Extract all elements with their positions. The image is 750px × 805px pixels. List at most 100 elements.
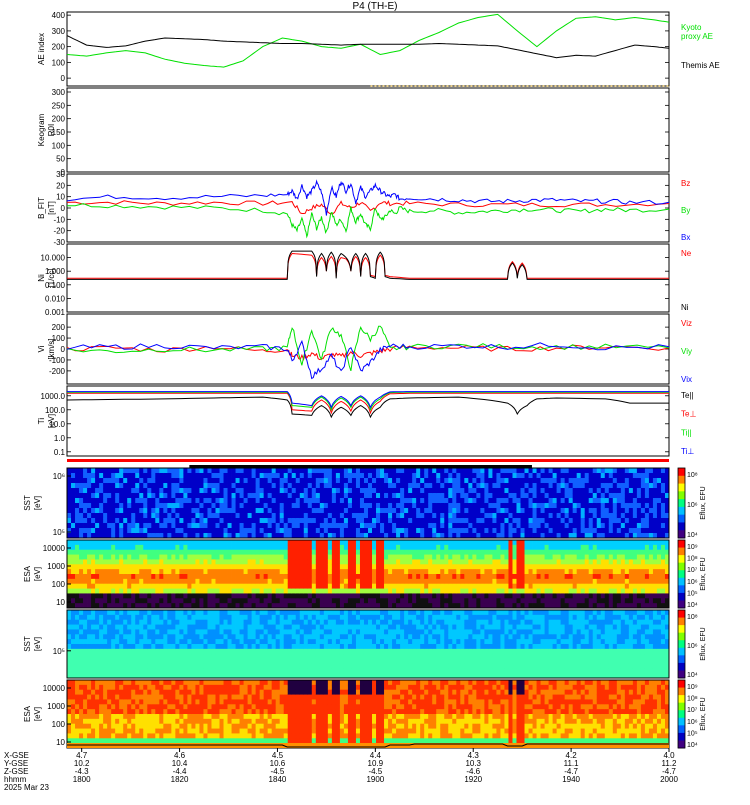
heatmap-cell [171,473,175,478]
heatmap-cell [316,564,320,569]
heatmap-cell [111,468,115,473]
heatmap-cell [452,473,456,478]
heatmap-cell [171,615,175,620]
heatmap-cell [151,478,155,483]
heatmap-cell [143,555,147,560]
heatmap-cell [280,540,284,545]
heatmap-cell [629,593,633,598]
heatmap-cell [236,498,240,503]
heatmap-cell [87,503,91,508]
heatmap-cell [300,598,304,603]
heatmap-cell [276,593,280,598]
heatmap-cell [171,493,175,498]
heatmap-cell [508,478,512,483]
heatmap-cell [220,503,224,508]
heatmap-cell [175,620,179,625]
heatmap-cell [496,540,500,545]
heatmap-cell [91,483,95,488]
heatmap-cell [621,569,625,574]
heatmap-cell [296,528,300,533]
heatmap-cell [123,569,127,574]
heatmap-cell [228,629,232,634]
heatmap-cell [368,493,372,498]
heatmap-cell [625,528,629,533]
heatmap-cell [617,508,621,513]
heatmap-cell [171,488,175,493]
heatmap-cell [597,555,601,560]
heatmap-cell [613,483,617,488]
heatmap-cell [211,550,215,555]
heatmap-cell [232,620,236,625]
heatmap-cell [328,584,332,589]
heatmap-cell [641,498,645,503]
heatmap-cell [456,523,460,528]
heatmap-cell [159,615,163,620]
heatmap-cell [440,593,444,598]
heatmap-cell [589,550,593,555]
heatmap-cell [87,559,91,564]
heatmap-cell [232,569,236,574]
heatmap-cell [75,654,79,659]
heatmap-cell [155,508,159,513]
heatmap-cell [135,598,139,603]
heatmap-cell [75,528,79,533]
heatmap-cell [525,598,529,603]
heatmap-cell [179,555,183,560]
heatmap-cell [348,528,352,533]
heatmap-cell [569,498,573,503]
heatmap-cell [296,584,300,589]
heatmap-cell [464,468,468,473]
heatmap-cell [215,523,219,528]
heatmap-cell [191,610,195,615]
heatmap-cell [545,488,549,493]
heatmap-cell [95,528,99,533]
heatmap-cell [131,555,135,560]
heatmap-cell [179,478,183,483]
heatmap-cell [135,589,139,594]
heatmap-cell [155,593,159,598]
heatmap-cell [380,550,384,555]
heatmap-cell [308,564,312,569]
heatmap-cell [601,483,605,488]
heatmap-cell [139,668,143,673]
heatmap-cell [488,488,492,493]
heatmap-cell [472,498,476,503]
heatmap-cell [143,545,147,550]
heatmap-cell [512,598,516,603]
heatmap-cell [336,483,340,488]
ytick-label-ae: 400 [52,11,66,20]
heatmap-cell [621,523,625,528]
heatmap-cell [569,579,573,584]
mode-bar-white [67,463,669,465]
heatmap-cell [573,593,577,598]
heatmap-cell [119,564,123,569]
heatmap-cell [207,610,211,615]
heatmap-cell [661,559,665,564]
heatmap-cell [364,488,368,493]
heatmap-cell [292,598,296,603]
heatmap-cell [488,545,492,550]
heatmap-cell [537,579,541,584]
heatmap-cell [248,498,252,503]
heatmap-cell [525,473,529,478]
heatmap-cell [504,555,508,560]
heatmap-cell [99,564,103,569]
heatmap-cell [79,545,83,550]
heatmap-cell [232,503,236,508]
heatmap-cell [199,579,203,584]
heatmap-cell [392,473,396,478]
heatmap-cell [179,564,183,569]
heatmap-cell [356,488,360,493]
heatmap-cell [621,483,625,488]
heatmap-cell [203,518,207,523]
heatmap-cell [372,564,376,569]
heatmap-cell [368,468,372,473]
heatmap-cell [476,598,480,603]
heatmap-cell [107,540,111,545]
heatmap-cell [207,555,211,560]
heatmap-cell [593,589,597,594]
heatmap-cell [360,498,364,503]
heatmap-cell [609,468,613,473]
heatmap-cell [123,584,127,589]
heatmap-cell [288,473,292,478]
